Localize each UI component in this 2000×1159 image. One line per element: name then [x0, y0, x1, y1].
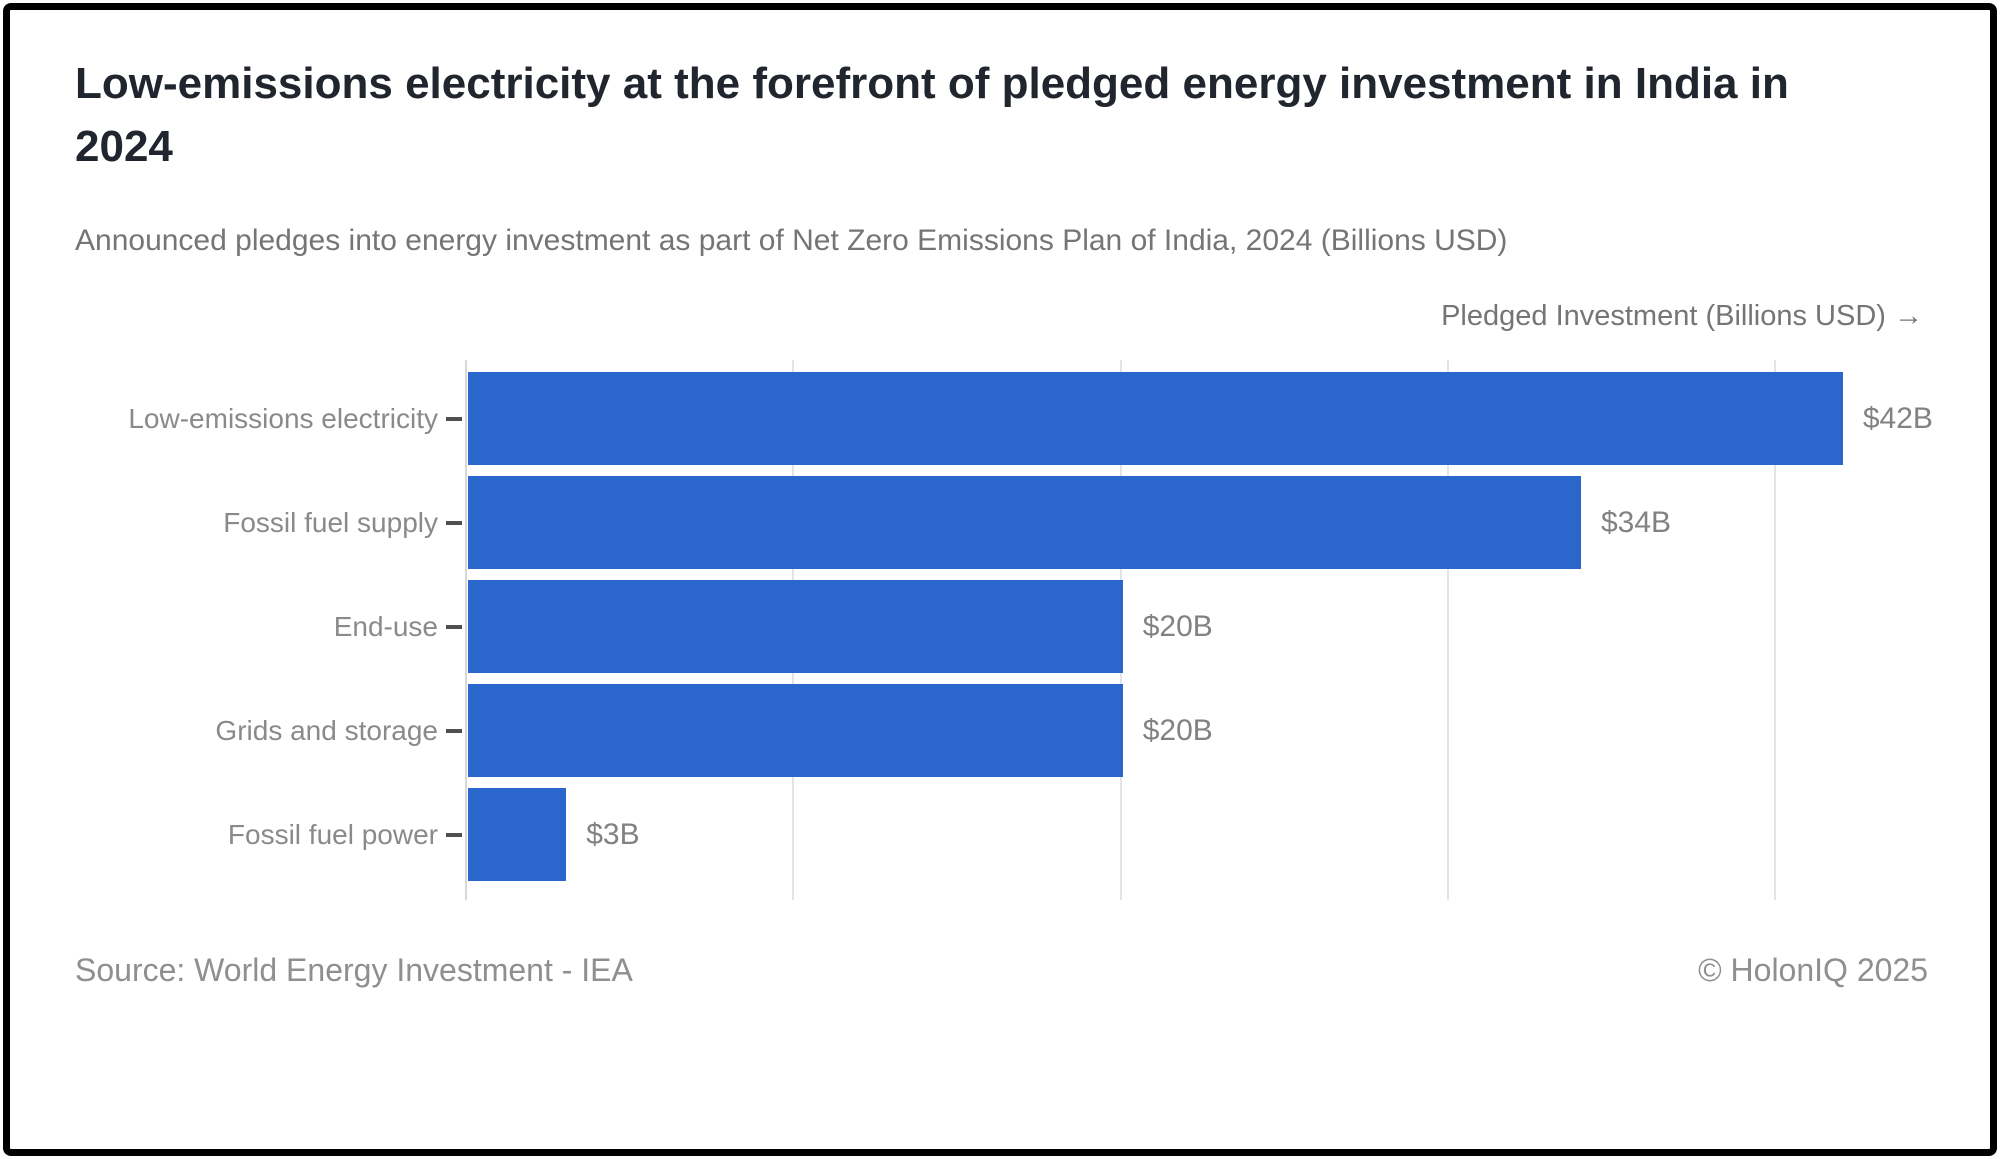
bar-row: $20B: [465, 684, 1925, 777]
tick-row: [446, 476, 462, 569]
tick-row: [446, 580, 462, 673]
x-axis-label: Pledged Investment (Billions USD) →: [1441, 300, 1923, 332]
gridline: [1447, 360, 1450, 900]
tick-mark: [446, 728, 462, 733]
bar-row: $42B: [465, 372, 1933, 465]
category-label: Low-emissions electricity: [128, 402, 438, 434]
bar: [468, 372, 1843, 465]
category-label: Grids and storage: [215, 714, 438, 746]
tick-row: [446, 788, 462, 881]
tick-mark: [446, 624, 462, 629]
category-label: Fossil fuel supply: [223, 506, 438, 538]
chart-card-border: [3, 3, 1997, 1156]
tick-mark: [446, 416, 462, 421]
bar: [468, 788, 567, 881]
value-label: $42B: [1862, 401, 1933, 435]
tick-mark: [446, 520, 462, 525]
category-label: Fossil fuel power: [227, 818, 438, 850]
category-label: End-use: [333, 610, 438, 642]
tick-row: [446, 372, 462, 465]
plot-area: $42B $34B $20B $20B $3B: [465, 360, 1933, 900]
bar-rows: $42B $34B $20B $20B $3B: [465, 360, 1933, 900]
tick-mark: [446, 832, 462, 837]
bar-row: $34B: [465, 476, 1925, 569]
category-axis-ticks: [446, 360, 462, 900]
chart-subtitle: Announced pledges into energy investment…: [75, 224, 1508, 257]
gridline: [1774, 360, 1777, 900]
bar: [468, 684, 1123, 777]
tick-row: [446, 684, 462, 777]
source-attribution: Source: World Energy Investment - IEA: [75, 952, 633, 988]
value-label: $3B: [586, 817, 640, 851]
value-label: $34B: [1601, 505, 1672, 539]
bar: [468, 580, 1123, 673]
copyright-notice: © HolonIQ 2025: [1698, 952, 1928, 988]
chart-title: Low-emissions electricity at the forefro…: [75, 59, 1789, 171]
value-label: $20B: [1142, 713, 1213, 747]
bar: [468, 476, 1581, 569]
y-axis-line: [465, 360, 467, 900]
category-axis-labels: Low-emissions electricity Fossil fuel sup…: [0, 360, 438, 900]
bar-row: $3B: [465, 788, 1925, 881]
bar-row: $20B: [465, 580, 1925, 673]
value-label: $20B: [1142, 609, 1213, 643]
